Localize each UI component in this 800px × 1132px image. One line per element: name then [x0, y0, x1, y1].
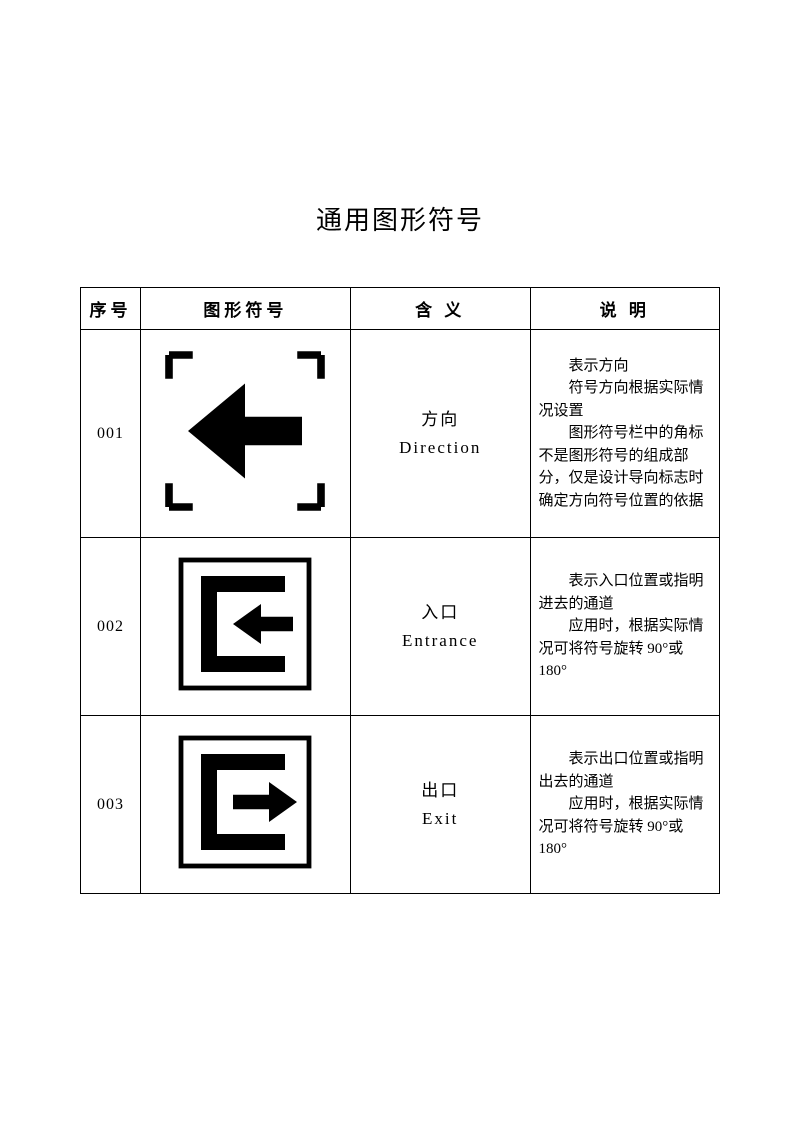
desc-line: 应用时，根据实际情况可将符号旋转 90°或180° [539, 793, 711, 861]
symbol-table: 序号 图形符号 含 义 说 明 001 [80, 287, 720, 894]
direction-icon [150, 336, 340, 526]
desc-line: 表示方向 [539, 355, 711, 378]
cell-symbol [140, 330, 350, 538]
meaning-cn: 出口 [359, 777, 522, 804]
cell-num: 003 [81, 716, 141, 894]
meaning-cn: 入口 [359, 599, 522, 626]
desc-line: 应用时，根据实际情况可将符号旋转 90°或180° [539, 615, 711, 683]
cell-meaning: 入口 Entrance [350, 538, 530, 716]
cell-num: 002 [81, 538, 141, 716]
desc-line: 表示入口位置或指明进去的通道 [539, 570, 711, 615]
exit-icon [165, 722, 325, 882]
meaning-en: Entrance [359, 627, 522, 654]
cell-num: 001 [81, 330, 141, 538]
meaning-en: Direction [359, 434, 522, 461]
desc-line: 符号方向根据实际情况设置 [539, 377, 711, 422]
meaning-en: Exit [359, 805, 522, 832]
entrance-icon [165, 544, 325, 704]
cell-meaning: 出口 Exit [350, 716, 530, 894]
desc-line: 表示出口位置或指明出去的通道 [539, 748, 711, 793]
table-row: 001 方向 Direction [81, 330, 720, 538]
header-symbol: 图形符号 [140, 288, 350, 330]
header-num: 序号 [81, 288, 141, 330]
cell-symbol [140, 538, 350, 716]
cell-desc: 表示出口位置或指明出去的通道 应用时，根据实际情况可将符号旋转 90°或180° [530, 716, 719, 894]
cell-symbol [140, 716, 350, 894]
desc-line: 图形符号栏中的角标不是图形符号的组成部分，仅是设计导向标志时确定方向符号位置的依… [539, 422, 711, 512]
meaning-cn: 方向 [359, 406, 522, 433]
table-row: 002 入口 Entrance 表示入口位置或 [81, 538, 720, 716]
cell-meaning: 方向 Direction [350, 330, 530, 538]
page-title: 通用图形符号 [0, 200, 800, 237]
table-header-row: 序号 图形符号 含 义 说 明 [81, 288, 720, 330]
cell-desc: 表示方向 符号方向根据实际情况设置 图形符号栏中的角标不是图形符号的组成部分，仅… [530, 330, 719, 538]
table-row: 003 出口 Exit 表示出口位置或指明出去 [81, 716, 720, 894]
header-desc: 说 明 [530, 288, 719, 330]
cell-desc: 表示入口位置或指明进去的通道 应用时，根据实际情况可将符号旋转 90°或180° [530, 538, 719, 716]
header-meaning: 含 义 [350, 288, 530, 330]
